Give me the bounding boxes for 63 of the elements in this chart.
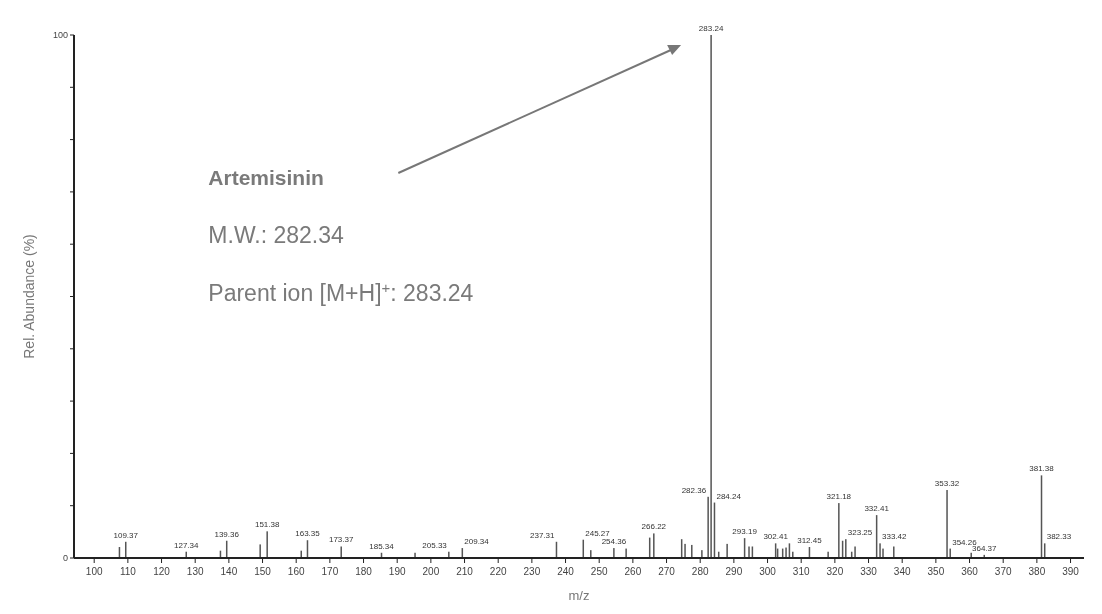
annotation: 173.37 [328, 535, 354, 545]
x-tick-label: 230 [523, 566, 541, 577]
x-tick-label: 390 [1062, 566, 1080, 577]
annotation: 245.27 [585, 528, 611, 538]
annotation: 254.36 [601, 537, 627, 547]
x-tick-label: 380 [1028, 566, 1046, 577]
x-tick-label: 160 [287, 566, 305, 577]
x-tick-label: 330 [860, 566, 878, 577]
annotation: 284.24 [716, 491, 742, 501]
annotation: 283.24 [698, 24, 724, 33]
annotation: M.W.: 282.34 [208, 222, 345, 248]
annotation: 333.42 [882, 532, 908, 542]
x-tick-label: 210 [456, 566, 474, 577]
annotation: 323.25 [847, 528, 873, 538]
annotation: Parent ion [M+H]$^{+}$: 283.24 [208, 278, 474, 306]
x-tick-label: 140 [220, 566, 238, 577]
x-tick-label: 270 [658, 566, 676, 577]
annotation: 282.36 [681, 485, 707, 495]
x-tick-label: 290 [725, 566, 743, 577]
y-tick-label: 0 [62, 553, 68, 563]
annotation: 353.32 [934, 479, 960, 489]
annotation: 109.37 [113, 530, 139, 540]
x-tick-label: 180 [355, 566, 373, 577]
annotation: 321.18 [826, 492, 852, 502]
x-tick-label: 350 [927, 566, 945, 577]
x-tick-label: 280 [691, 566, 709, 577]
x-tick-label: 300 [759, 566, 777, 577]
annotation: 266.22 [641, 522, 667, 532]
x-tick-label: 100 [85, 566, 103, 577]
annotation: 302.41 [763, 532, 789, 542]
annotation: Artemisinin [208, 166, 324, 189]
x-tick-label: 310 [792, 566, 810, 577]
annotation: 381.38 [1029, 464, 1055, 474]
x-tick-label: 250 [590, 566, 608, 577]
annotation: 205.33 [422, 540, 448, 550]
y-axis-title: Rel. Abundance (%) [21, 234, 37, 359]
annotation: 185.34 [369, 541, 395, 551]
annotation: 237.31 [530, 530, 556, 540]
x-tick-label: 170 [321, 566, 339, 577]
x-tick-label: 220 [489, 566, 507, 577]
annotation: 151.38 [254, 520, 280, 530]
annotation: 163.35 [295, 529, 321, 539]
x-tick-label: 360 [961, 566, 979, 577]
x-tick-label: 320 [826, 566, 844, 577]
x-tick-label: 110 [119, 566, 137, 577]
annotation: 382.33 [1046, 532, 1072, 542]
x-tick-label: 200 [422, 566, 440, 577]
annotation: 312.45 [797, 536, 823, 546]
x-tick-label: 340 [893, 566, 911, 577]
x-tick-label: 260 [624, 566, 642, 577]
annotation: 354.26 [952, 537, 978, 547]
x-tick-label: 150 [254, 566, 272, 577]
annotation: 127.34 [174, 540, 200, 550]
x-tick-label: 370 [994, 566, 1012, 577]
x-tick-label: 130 [186, 566, 204, 577]
annotation: 293.19 [732, 527, 758, 537]
x-tick-label: 120 [153, 566, 171, 577]
x-tick-label: 240 [557, 566, 575, 577]
annotation: 139.36 [214, 529, 240, 539]
annotation: 209.34 [464, 537, 490, 547]
annotation: 332.41 [864, 504, 890, 514]
x-tick-label: 190 [388, 566, 406, 577]
x-axis-title: m/z [568, 588, 590, 603]
